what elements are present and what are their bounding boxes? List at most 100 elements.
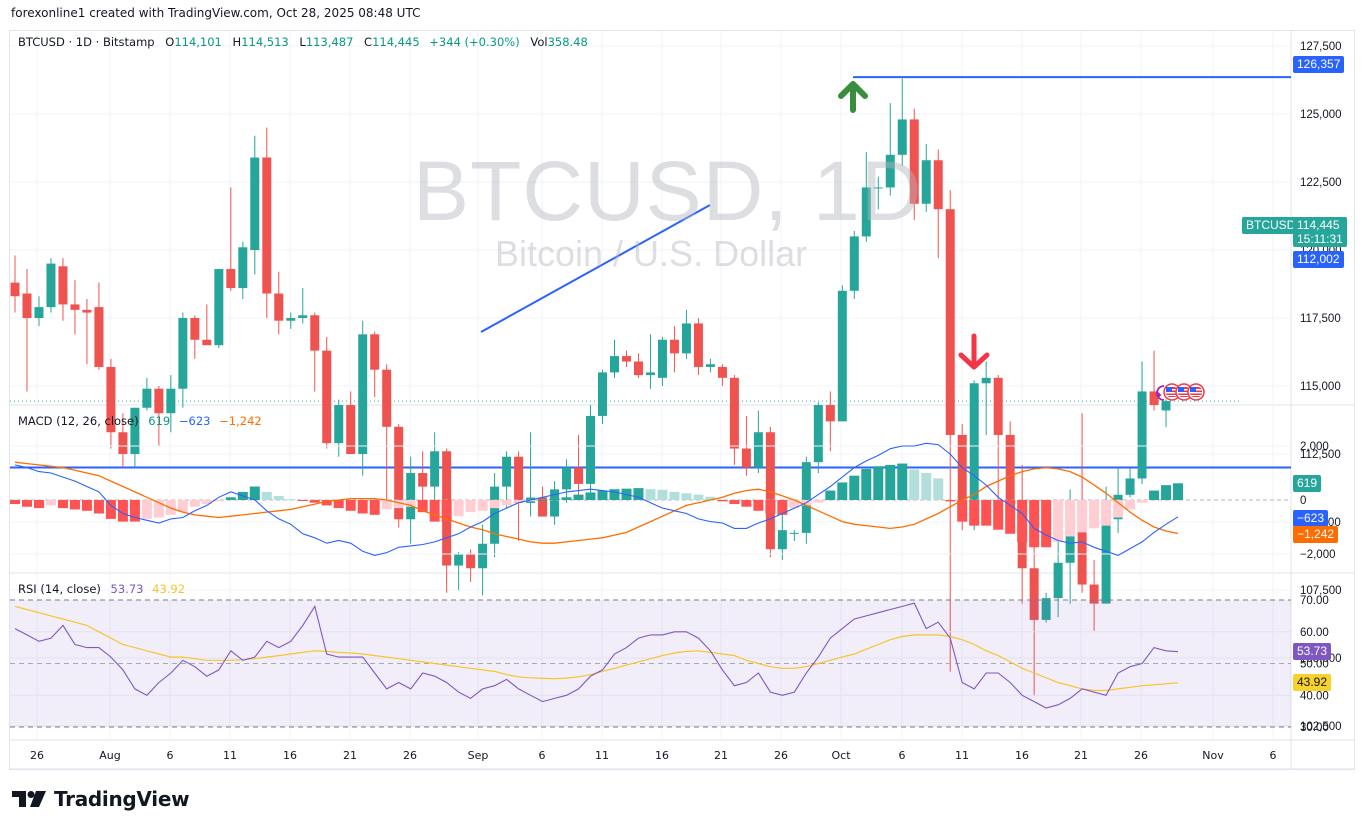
candle [142, 388, 152, 408]
candle [1029, 568, 1039, 620]
candle [969, 383, 979, 501]
candle [825, 405, 835, 422]
candle [669, 339, 679, 354]
candle [394, 426, 404, 520]
candle [46, 263, 56, 308]
rsi-ma-tag: 43.92 [1293, 674, 1332, 691]
open-value: 114,101 [174, 35, 222, 49]
time-axis-label: 16 [283, 749, 297, 762]
time-axis-label: 6 [1270, 749, 1277, 762]
candle [753, 432, 763, 468]
candle [1089, 584, 1099, 604]
price-axis-label: 102,500 [1300, 721, 1342, 733]
candle [861, 187, 871, 237]
candle [945, 209, 955, 435]
tradingview-logo[interactable]: TradingView [12, 787, 190, 811]
time-axis-label: 26 [403, 749, 417, 762]
candle [334, 405, 344, 444]
time-axis-label: 26 [30, 749, 44, 762]
time-axis-label: 6 [539, 749, 546, 762]
candle [562, 467, 572, 490]
bar-countdown: 15:11:31 [1297, 232, 1343, 246]
arrow-up-icon[interactable] [838, 81, 868, 113]
candle [765, 432, 775, 550]
last-price-tag: 114,445 15:11:31 [1293, 217, 1347, 247]
candle [705, 364, 715, 367]
time-axis-label: 21 [1074, 749, 1088, 762]
close-value: 114,445 [372, 35, 420, 49]
macd-histogram [10, 463, 1184, 548]
candle [598, 372, 608, 416]
us-flag-event-icon[interactable] [1150, 381, 1214, 403]
candle [154, 388, 164, 414]
economic-events-markers[interactable] [1150, 381, 1214, 403]
candle [70, 304, 80, 310]
candle [34, 307, 44, 318]
candle [789, 532, 799, 534]
time-axis-label: 16 [655, 749, 669, 762]
price-axis-label: 122,500 [1300, 177, 1342, 189]
chart-frame [9, 30, 1355, 770]
close-label: C [364, 35, 373, 49]
high-label: H [232, 35, 242, 49]
candle [322, 350, 332, 444]
symbol-label[interactable]: BTCUSD · 1D · Bitstamp [18, 35, 155, 49]
macd-axis-label: −2,000 [1300, 549, 1336, 561]
candle [657, 339, 667, 378]
rsi-axis-label: 50.00 [1300, 659, 1329, 671]
candle [238, 247, 248, 289]
candle [921, 160, 931, 204]
rsi-title[interactable]: RSI (14, close) [18, 582, 101, 596]
candle [1149, 391, 1159, 406]
time-axis-label: Oct [831, 749, 851, 762]
candle [1161, 401, 1171, 411]
candlestick-series [10, 78, 1171, 697]
candle [346, 405, 356, 454]
candle [538, 497, 548, 517]
macd-line [14, 442, 1179, 557]
high-value: 114,513 [241, 35, 289, 49]
candle [873, 187, 883, 189]
candle [226, 269, 236, 289]
candle [358, 334, 368, 454]
rsi-axis-label: 70.00 [1300, 595, 1329, 607]
candle [681, 323, 691, 354]
candle [454, 554, 464, 566]
time-axis-label: 26 [1134, 749, 1148, 762]
macd-signal-line [14, 461, 1179, 544]
candle [1053, 562, 1063, 599]
candle [478, 543, 488, 569]
time-axis-label: 21 [343, 749, 357, 762]
candle [717, 366, 727, 378]
rsi-ma-value: 43.92 [152, 582, 186, 596]
candle [250, 157, 260, 250]
candle [837, 290, 847, 422]
arrow-down-icon[interactable] [958, 333, 990, 370]
trendline[interactable] [480, 204, 711, 333]
candle [118, 432, 128, 454]
candle [178, 318, 188, 389]
time-axis-label: 16 [1015, 749, 1029, 762]
candle [981, 377, 991, 384]
candle [502, 456, 512, 487]
symbol-tag: BTCUSD [1242, 217, 1300, 234]
candle [586, 415, 596, 484]
candle [418, 473, 428, 487]
candle [1041, 598, 1051, 620]
macd-title[interactable]: MACD (12, 26, close) [18, 414, 139, 428]
macd-line-value: −623 [178, 414, 211, 428]
time-axis-label: 6 [899, 749, 906, 762]
macd-histogram-tag: 619 [1293, 475, 1322, 492]
price-axis-label: 117,500 [1300, 313, 1341, 325]
time-axis-label: 6 [167, 749, 174, 762]
macd-axis-label: 2,000 [1300, 441, 1329, 453]
candle [466, 554, 476, 569]
price-axis-label: 115,000 [1300, 381, 1341, 393]
candle [94, 307, 104, 367]
time-axis-label: Aug [99, 749, 120, 762]
low-label: L [299, 35, 306, 49]
candle [22, 293, 32, 318]
candle [370, 334, 380, 370]
candle [993, 377, 1003, 435]
